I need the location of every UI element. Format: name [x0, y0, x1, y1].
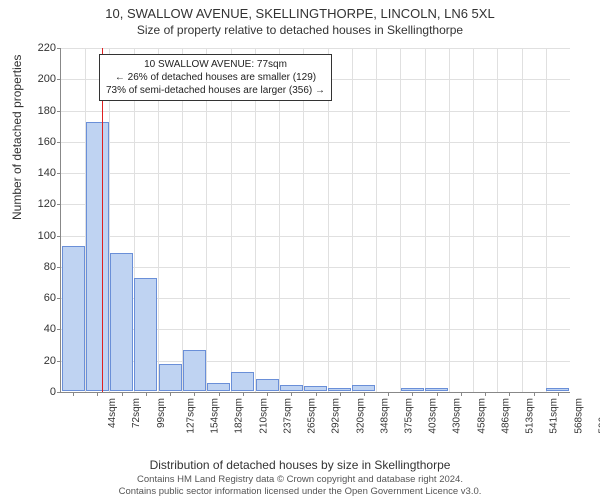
- x-tick-label: 292sqm: [331, 398, 342, 434]
- histogram-bar: [256, 379, 279, 392]
- x-tick-label: 430sqm: [452, 398, 463, 434]
- histogram-bar: [425, 388, 448, 391]
- x-tick-label: 44sqm: [107, 398, 118, 428]
- histogram-bar: [231, 372, 254, 391]
- x-tick-label: 541sqm: [549, 398, 560, 434]
- footer-line2: Contains public sector information licen…: [0, 486, 600, 497]
- x-tick-label: 210sqm: [258, 398, 269, 434]
- histogram-bar: [546, 388, 569, 391]
- histogram-bar: [328, 388, 351, 391]
- x-tick-label: 265sqm: [307, 398, 318, 434]
- x-tick-label: 403sqm: [428, 398, 439, 434]
- title-address: 10, SWALLOW AVENUE, SKELLINGTHORPE, LINC…: [0, 6, 600, 21]
- histogram-bar: [62, 246, 85, 391]
- annotation-box: 10 SWALLOW AVENUE: 77sqm← 26% of detache…: [99, 54, 332, 101]
- x-axis-label: Distribution of detached houses by size …: [0, 458, 600, 472]
- annotation-line: 73% of semi-detached houses are larger (…: [106, 84, 325, 97]
- histogram-bar: [401, 388, 424, 391]
- histogram-bar: [352, 385, 375, 391]
- y-tick-label: 20: [26, 355, 56, 367]
- x-tick-label: 72sqm: [131, 398, 142, 428]
- y-tick-label: 60: [26, 292, 56, 304]
- x-tick-label: 513sqm: [525, 398, 536, 434]
- title-subtitle: Size of property relative to detached ho…: [0, 23, 600, 37]
- y-tick-label: 200: [26, 73, 56, 85]
- histogram-bar: [110, 253, 133, 391]
- annotation-line: ← 26% of detached houses are smaller (12…: [106, 71, 325, 84]
- footer-line1: Contains HM Land Registry data © Crown c…: [0, 474, 600, 485]
- x-tick-label: 99sqm: [156, 398, 167, 428]
- histogram-bar: [207, 383, 230, 391]
- histogram-bar: [280, 385, 303, 391]
- y-tick-label: 0: [26, 386, 56, 398]
- x-tick-label: 127sqm: [185, 398, 196, 434]
- histogram-bar: [159, 364, 182, 391]
- x-tick-label: 375sqm: [404, 398, 415, 434]
- plot-area: 02040608010012014016018020022044sqm72sqm…: [60, 48, 570, 393]
- x-tick-label: 154sqm: [210, 398, 221, 434]
- y-tick-label: 160: [26, 136, 56, 148]
- x-tick-label: 486sqm: [501, 398, 512, 434]
- y-tick-label: 180: [26, 105, 56, 117]
- y-axis-label: Number of detached properties: [10, 55, 24, 220]
- x-tick-label: 237sqm: [282, 398, 293, 434]
- y-tick-label: 40: [26, 323, 56, 335]
- y-tick-label: 220: [26, 42, 56, 54]
- histogram-bar: [86, 122, 109, 391]
- histogram-bar: [134, 278, 157, 391]
- histogram-bar: [304, 386, 327, 391]
- annotation-line: 10 SWALLOW AVENUE: 77sqm: [106, 58, 325, 71]
- y-tick-label: 120: [26, 198, 56, 210]
- x-tick-label: 458sqm: [476, 398, 487, 434]
- histogram-chart: 02040608010012014016018020022044sqm72sqm…: [60, 48, 570, 428]
- y-tick-label: 140: [26, 167, 56, 179]
- x-tick-label: 320sqm: [355, 398, 366, 434]
- histogram-bar: [183, 350, 206, 391]
- footer-attribution: Contains HM Land Registry data © Crown c…: [0, 474, 600, 497]
- x-tick-label: 182sqm: [234, 398, 245, 434]
- x-tick-label: 568sqm: [573, 398, 584, 434]
- y-tick-label: 80: [26, 261, 56, 273]
- y-tick-label: 100: [26, 230, 56, 242]
- x-tick-label: 348sqm: [379, 398, 390, 434]
